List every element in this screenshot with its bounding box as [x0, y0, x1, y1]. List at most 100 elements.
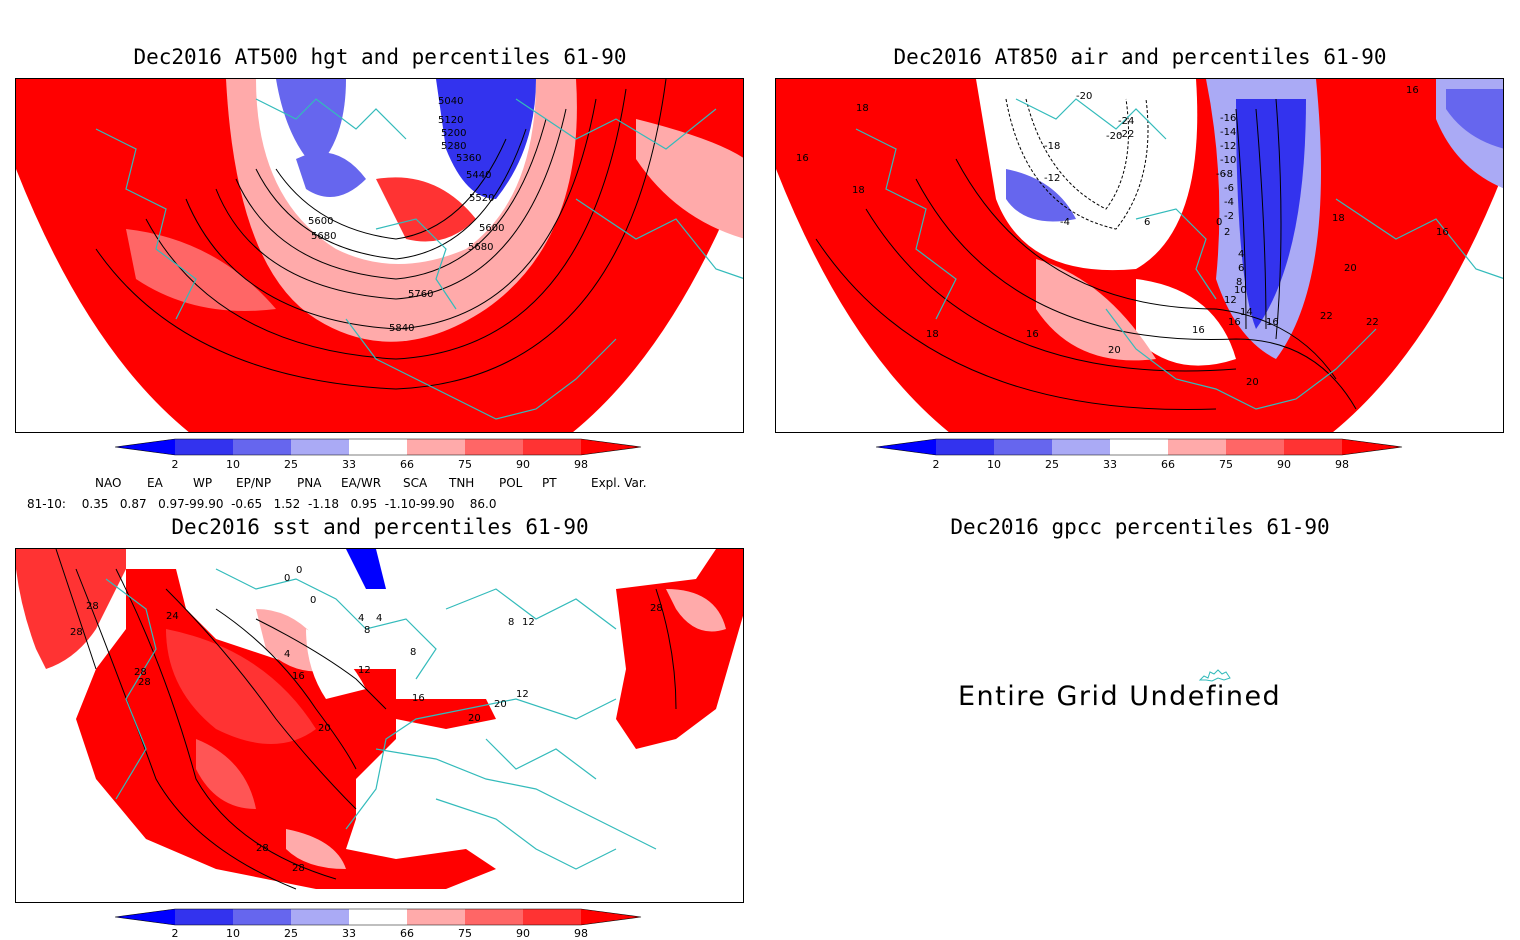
contour-label: -10 — [1220, 155, 1236, 166]
hgt500-map-panel: 5040 5120 5200 5280 5360 5440 5520 5600 … — [15, 78, 744, 433]
contour-label: 5680 — [468, 242, 493, 253]
colorbar-swatch — [581, 909, 641, 925]
sst-map: 28 28 24 28 28 0 0 0 4 8 4 4 12 16 20 8 … — [16, 549, 743, 902]
contour-label: 5520 — [469, 193, 494, 204]
contour-label: 0 — [284, 573, 290, 584]
contour-label: 22 — [1366, 317, 1379, 328]
colorbar-swatch — [233, 909, 291, 925]
colorbar-tick: 66 — [1161, 458, 1175, 471]
contour-label: 8 — [1236, 277, 1242, 288]
contour-label: -4 — [1224, 197, 1234, 208]
contour-label: 6 — [1144, 217, 1150, 228]
colorbar-swatch — [291, 909, 349, 925]
contour-label: 16 — [292, 671, 305, 682]
contour-label: 24 — [166, 611, 179, 622]
colorbar-tick: 75 — [458, 927, 472, 940]
contour-label: 5440 — [466, 170, 491, 181]
contour-label: 12 — [358, 665, 371, 676]
panel4-title: Dec2016 gpcc percentiles 61-90 — [950, 515, 1330, 539]
colorbar-tick: 25 — [284, 927, 298, 940]
contour-label: 4 — [1238, 249, 1244, 260]
colorbar-swatch — [1052, 439, 1110, 455]
colorbar-tick: 33 — [342, 458, 356, 471]
contour-label: 18 — [926, 329, 939, 340]
colorbar-tick: 2 — [933, 458, 940, 471]
index-eawr: EA/WR — [341, 476, 382, 490]
contour-label: -16 — [1220, 113, 1236, 124]
contour-label: -2 — [1224, 211, 1234, 222]
index-sca: SCA — [403, 476, 428, 490]
contour-label: -20 — [1106, 131, 1122, 142]
contour-label: -8 — [1223, 169, 1233, 180]
colorbar-swatch — [233, 439, 291, 455]
colorbar-swatch — [291, 439, 349, 455]
index-pna: PNA — [297, 476, 322, 490]
colorbar-swatch — [936, 439, 994, 455]
contour-label: 22 — [1320, 311, 1333, 322]
colorbar-tick: 33 — [342, 927, 356, 940]
contour-label: 16 — [1228, 317, 1241, 328]
contour-label: 28 — [86, 601, 99, 612]
contour-label: 8 — [410, 647, 416, 658]
contour-label: 5120 — [438, 115, 463, 126]
colorbar-swatch — [1168, 439, 1226, 455]
contour-label: -20 — [1076, 91, 1092, 102]
contour-label: 10 — [1234, 285, 1247, 296]
contour-label: -4 — [1060, 217, 1070, 228]
contour-label: -22 — [1118, 129, 1134, 140]
contour-label: 5680 — [311, 231, 336, 242]
contour-label: 4 — [376, 613, 382, 624]
contour-label: 18 — [1332, 213, 1345, 224]
index-wp: WP — [193, 476, 213, 490]
indices-row-label: 81-10: — [27, 497, 66, 511]
contour-label: 0 — [310, 595, 316, 606]
contour-label: 5200 — [441, 128, 466, 139]
colorbar-tick: 90 — [1277, 458, 1291, 471]
contour-label: 18 — [852, 185, 865, 196]
contour-label: 4 — [358, 613, 364, 624]
contour-label: 12 — [1224, 295, 1237, 306]
contour-label: -6 — [1216, 169, 1226, 180]
contour-label: -18 — [1044, 141, 1060, 152]
contour-label: -6 — [1224, 183, 1234, 194]
contour-label: 16 — [1192, 325, 1205, 336]
colorbar-swatch — [1284, 439, 1342, 455]
colorbar-swatch — [581, 439, 641, 455]
contour-label: 28 — [256, 843, 269, 854]
contour-label: 28 — [138, 677, 151, 688]
colorbar-3: 2 10 25 33 66 75 90 98 — [115, 908, 642, 940]
colorbar-tick: 98 — [574, 927, 588, 940]
contour-label: -12 — [1220, 141, 1236, 152]
hgt500-map: 5040 5120 5200 5280 5360 5440 5520 5600 … — [16, 79, 743, 432]
colorbar-tick: 66 — [400, 458, 414, 471]
colorbar-tick: 90 — [516, 927, 530, 940]
contour-label: 8 — [508, 617, 514, 628]
colorbar-tick: 10 — [226, 458, 240, 471]
contour-label: 12 — [522, 617, 535, 628]
colorbar-tick: 10 — [226, 927, 240, 940]
colorbar-tick: 75 — [458, 458, 472, 471]
colorbar-swatch — [175, 909, 233, 925]
colorbar-1: 2 10 25 33 66 75 90 98 — [115, 438, 642, 471]
colorbar-tick: 25 — [284, 458, 298, 471]
contour-label: 5280 — [441, 141, 466, 152]
air850-map: 16 18 16 18 -18 -20 -24 -22 -20 -16 -14 … — [776, 79, 1503, 432]
contour-label: -14 — [1220, 127, 1236, 138]
contour-label: 20 — [1246, 377, 1259, 388]
contour-label: 16 — [1266, 317, 1279, 328]
colorbar-tick: 2 — [172, 458, 179, 471]
contour-label: 28 — [134, 667, 147, 678]
contour-label: 16 — [412, 693, 425, 704]
colorbar-swatch — [349, 909, 407, 925]
index-pol: POL — [499, 476, 523, 490]
contour-label: 20 — [318, 723, 331, 734]
contour-label: 16 — [1026, 329, 1039, 340]
contour-label: 14 — [1240, 307, 1253, 318]
colorbar-swatch — [523, 439, 581, 455]
contour-label: 5760 — [408, 289, 433, 300]
colorbar-tick: 25 — [1045, 458, 1059, 471]
contour-label: 8 — [364, 625, 370, 636]
colorbar-swatch — [1226, 439, 1284, 455]
index-pt: PT — [542, 476, 557, 490]
colorbar-swatch — [115, 439, 175, 455]
